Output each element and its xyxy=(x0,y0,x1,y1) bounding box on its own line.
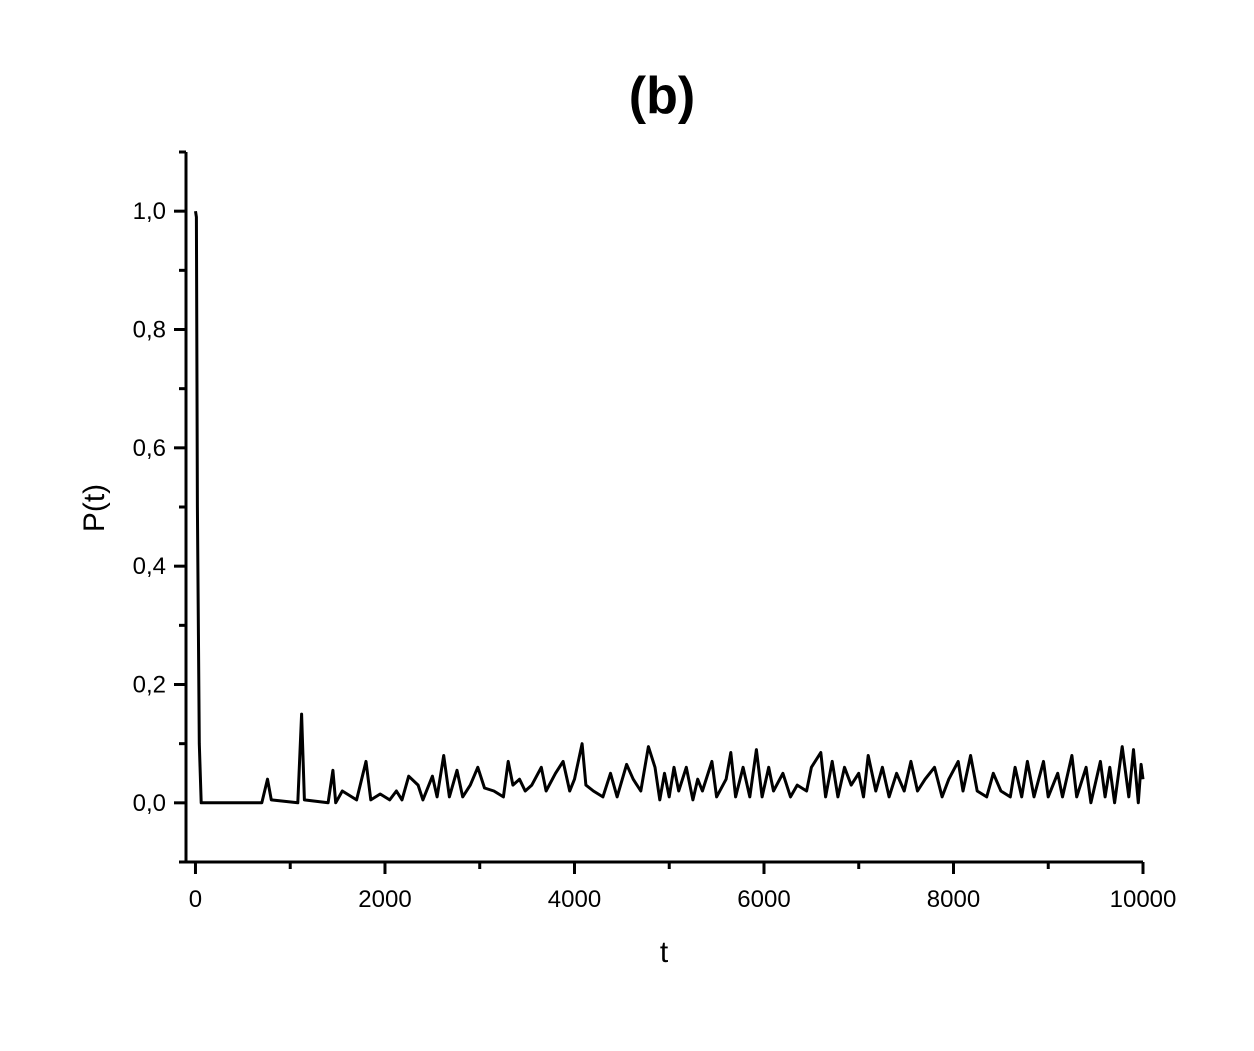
data-line xyxy=(194,210,1145,805)
y-tick-label: 0,4 xyxy=(133,553,166,580)
y-tick-label: 1,0 xyxy=(133,198,166,225)
x-tick-label: 4000 xyxy=(548,886,601,913)
chart-title: (b) xyxy=(629,67,695,125)
x-tick-label: 2000 xyxy=(358,886,411,913)
y-tick-label: 0,8 xyxy=(133,317,166,344)
x-tick-label: 0 xyxy=(189,886,202,913)
y-tick-label: 0,6 xyxy=(133,435,166,462)
x-tick-label: 10000 xyxy=(1110,886,1177,913)
y-tick-label: 0,0 xyxy=(133,790,166,817)
y-axis-label: P(t) xyxy=(78,484,111,532)
y-tick-label: 0,2 xyxy=(133,672,166,699)
x-tick-label: 6000 xyxy=(737,886,790,913)
x-axis-label: t xyxy=(660,936,669,969)
x-tick-label: 8000 xyxy=(927,886,980,913)
